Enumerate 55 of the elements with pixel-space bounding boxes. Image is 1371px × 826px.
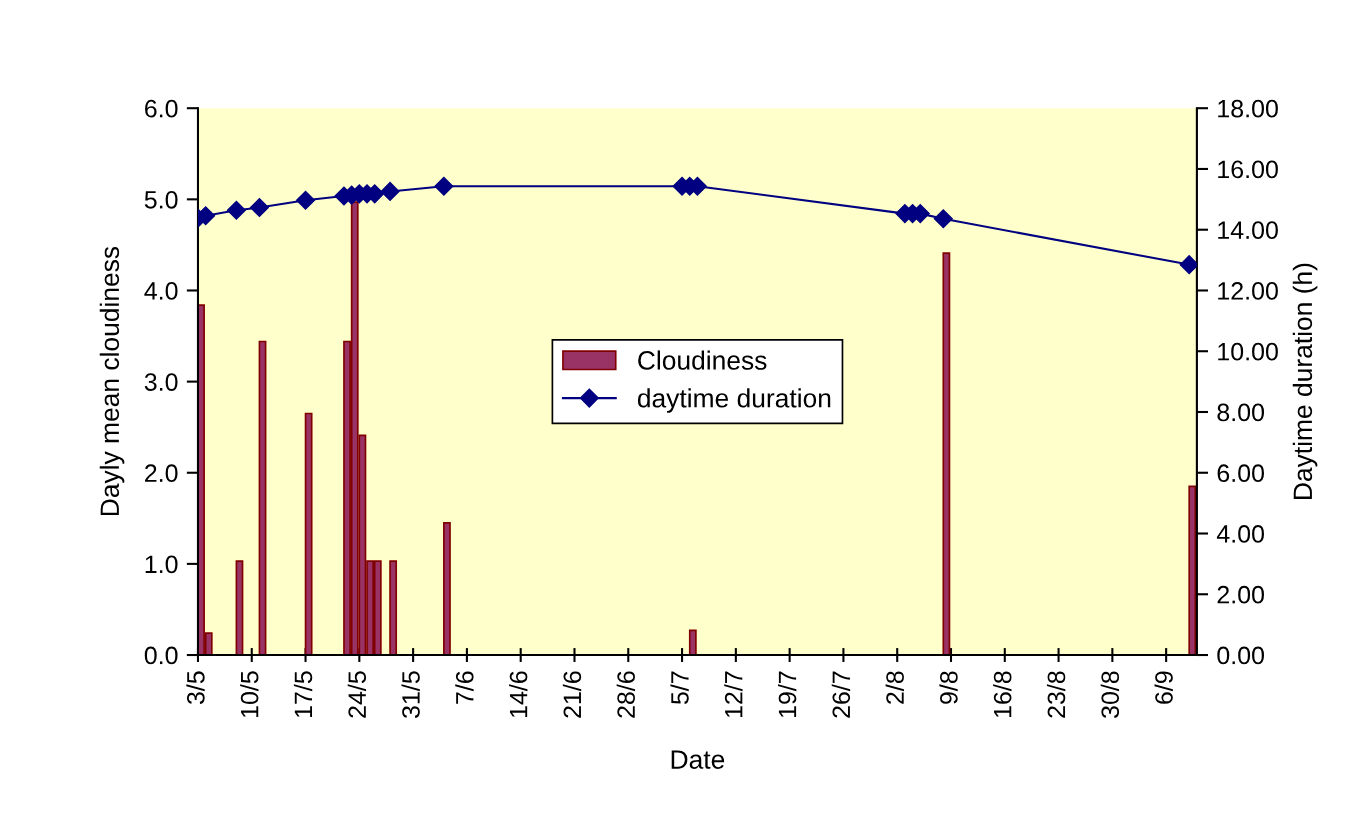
bar [304,412,313,656]
y2-tick-label: 0.00 [1217,646,1265,665]
y2-axis-title: Daytime duration (h) [1292,263,1318,499]
legend-label: Cloudiness [638,350,767,370]
y-tick-label: 2.0 [145,464,178,483]
bar [443,522,451,656]
point [249,198,269,218]
x-tick-label: 7/6 [455,671,474,704]
x-tick-label: 21/6 [562,671,582,718]
point [434,176,454,196]
x-tick-label: 17/5 [293,671,313,718]
x-tick-label: 24/5 [347,671,367,718]
x-tick-label: 19/7 [777,671,797,718]
x-tick-label: 14/6 [509,671,528,718]
x-tick-label: 9/8 [939,671,958,704]
x-tick-label: 26/7 [831,671,851,718]
bar [942,252,951,656]
bar [389,560,398,656]
y-tick-label: 0.0 [144,646,178,665]
point [197,206,216,226]
y-tick-label: 5.0 [144,190,178,209]
x-tick-label: 28/6 [616,671,635,718]
y2-tick-label: 8.00 [1217,403,1265,422]
x-tick-label: 16/8 [993,671,1012,718]
x-tick-label: 5/7 [670,671,689,705]
point [226,200,246,220]
point [296,190,316,210]
point [933,209,953,229]
x-tick-label: 23/8 [1046,671,1066,718]
y2-tick-label: 14.00 [1218,221,1278,240]
x-tick-label: 12/7 [724,671,743,718]
x-tick-label: 10/5 [240,671,259,718]
point [1179,255,1197,275]
y2-tick-label: 4.00 [1216,525,1265,543]
x-tick-label: 6/9 [1154,671,1173,704]
point [380,181,400,201]
legend-label: daytime duration [637,388,831,413]
y-tick-label: 1.0 [145,555,178,574]
y2-tick-label: 18.00 [1218,99,1278,118]
bar [1188,485,1197,656]
y2-tick-label: 16.00 [1218,160,1278,179]
x-tick-label: 3/5 [186,671,205,705]
y2-tick-label: 12.00 [1218,282,1278,300]
y2-tick-label: 2.00 [1217,585,1265,604]
x-tick-label: 2/8 [885,671,904,704]
y-tick-label: 6.0 [145,99,178,118]
bar [688,629,697,656]
y-tick-label: 3.0 [144,373,178,391]
y-axis-title: Dayly mean cloudiness [99,246,125,516]
y-tick-label: 4.0 [144,282,178,300]
y2-tick-label: 10.00 [1218,342,1278,361]
y2-tick-label: 6.00 [1217,464,1265,483]
x-axis-title: Date [671,750,725,769]
x-tick-label: 30/8 [1100,671,1120,718]
x-tick-label: 31/5 [401,671,420,718]
